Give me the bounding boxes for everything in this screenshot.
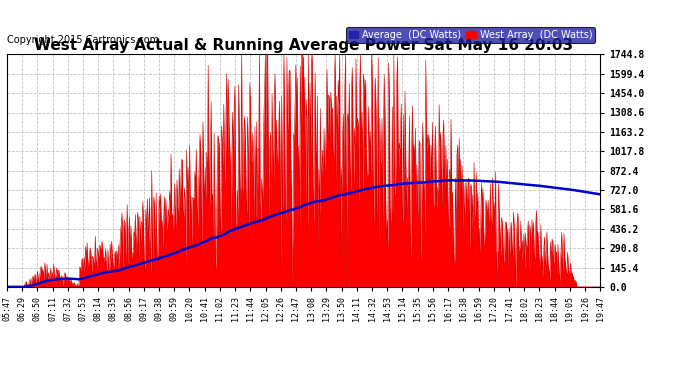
Text: Copyright 2015 Cartronics.com: Copyright 2015 Cartronics.com xyxy=(7,35,159,45)
Title: West Array Actual & Running Average Power Sat May 16 20:03: West Array Actual & Running Average Powe… xyxy=(34,38,573,53)
Legend: Average  (DC Watts), West Array  (DC Watts): Average (DC Watts), West Array (DC Watts… xyxy=(346,27,595,42)
